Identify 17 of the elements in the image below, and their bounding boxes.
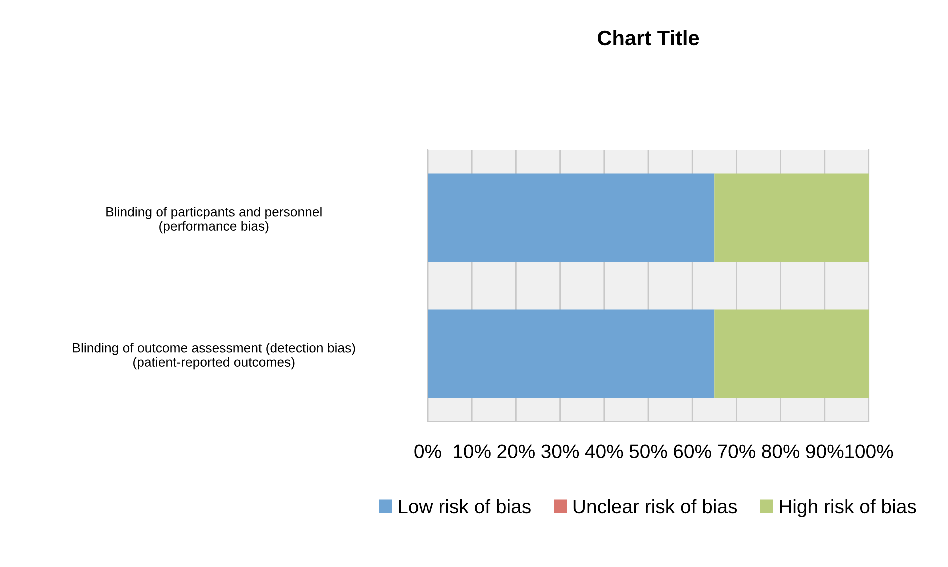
legend-label: Unclear risk of bias xyxy=(574,499,738,514)
x-tick-label: 30% xyxy=(542,444,580,459)
chart-title: Chart Title xyxy=(598,30,700,46)
legend-label: Low risk of bias xyxy=(399,499,531,514)
x-tick-label: 90% xyxy=(806,444,844,459)
x-tick-label: 10% xyxy=(454,444,491,459)
legend-label: High risk of bias xyxy=(780,499,916,518)
y-tick-label: Blinding of outcome assessment (detection bias) (patient-reported outcomes) xyxy=(73,343,356,370)
x-tick-label: 40% xyxy=(585,444,624,459)
x-tick-label: 70% xyxy=(718,444,756,459)
x-tick-label: 60% xyxy=(674,444,712,459)
x-tick-label: 0% xyxy=(414,444,442,459)
x-tick-label: 80% xyxy=(762,444,800,459)
x-tick-label: 100% xyxy=(846,444,894,459)
x-tick-label: 20% xyxy=(498,444,535,459)
y-tick-label: Blinding of particpants and personnel (performance bias) xyxy=(106,207,322,234)
x-tick-label: 50% xyxy=(630,444,668,459)
